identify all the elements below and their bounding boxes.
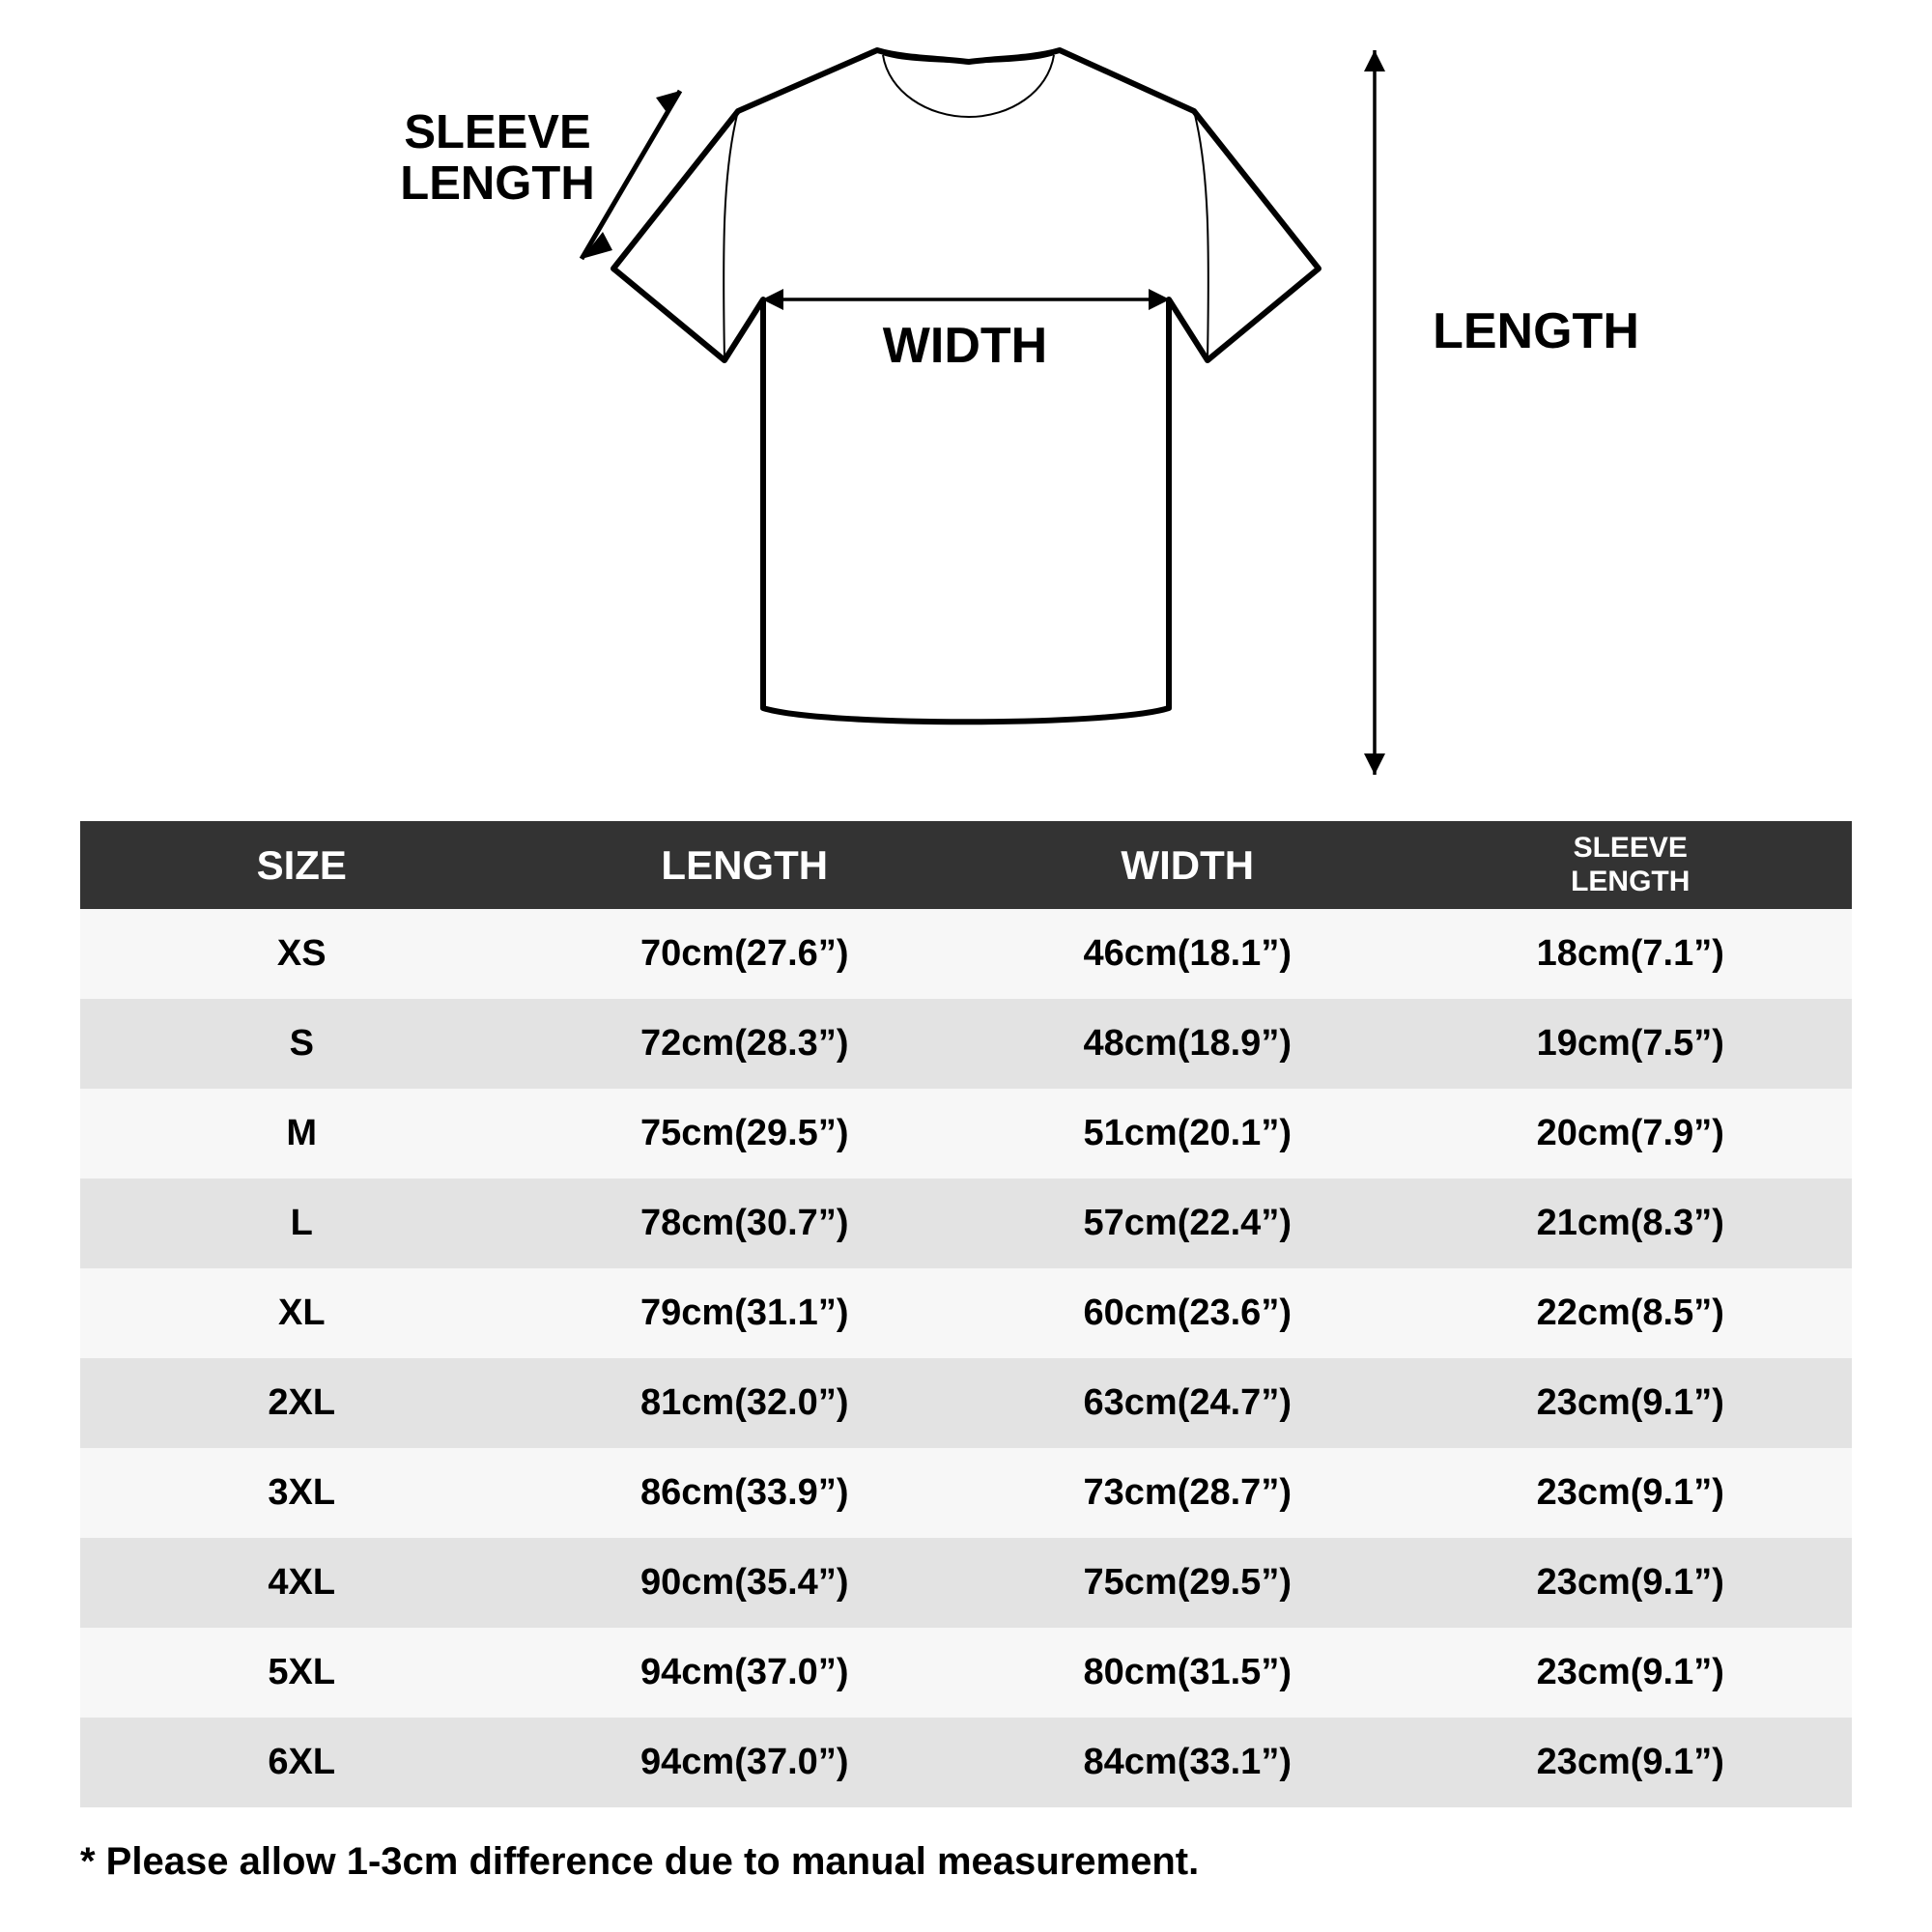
svg-text:WIDTH: WIDTH: [883, 318, 1047, 374]
svg-text:LENGTH: LENGTH: [400, 157, 594, 210]
svg-text:SLEEVE: SLEEVE: [404, 106, 590, 158]
svg-text:LENGTH: LENGTH: [1433, 303, 1639, 359]
